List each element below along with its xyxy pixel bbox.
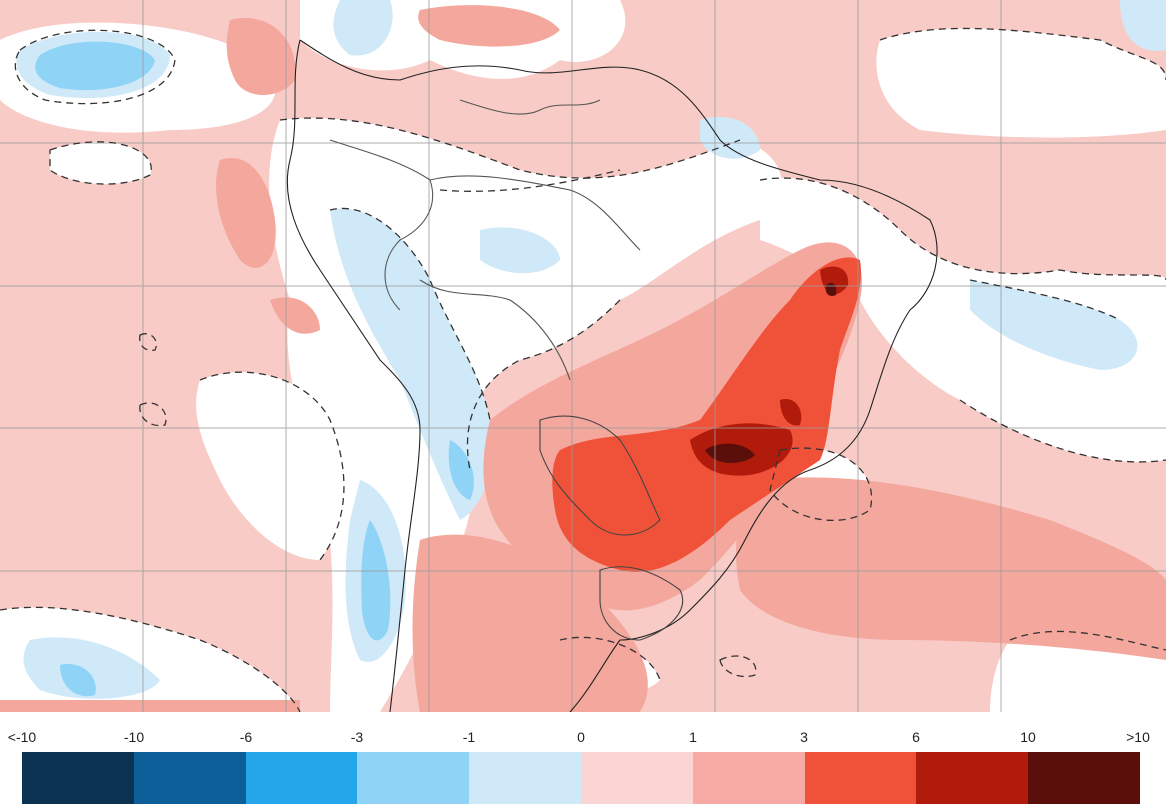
- grid-lines: [0, 0, 1166, 712]
- colorbar-swatch: [357, 752, 470, 804]
- dashed-contours: [0, 27, 1166, 712]
- color-legend: <-10 -10 -6 -3 -1 0 1 3 6 10 >10: [0, 712, 1166, 807]
- legend-tick-label: >10: [1126, 729, 1150, 745]
- colorbar-swatch: [245, 752, 358, 804]
- colorbar-swatch: [804, 752, 917, 804]
- colorbar-swatch: [133, 752, 246, 804]
- legend-tick-label: <-10: [7, 729, 37, 745]
- colorbar-swatch: [580, 752, 693, 804]
- legend-tick-label: -3: [350, 729, 364, 745]
- legend-tick-label: 6: [912, 729, 920, 745]
- colorbar-swatch: [1028, 752, 1140, 804]
- colorbar-swatch: [692, 752, 805, 804]
- legend-tick-label: -6: [239, 729, 253, 745]
- legend-tick-label: -10: [123, 729, 145, 745]
- moderate-negative-regions: [35, 41, 474, 697]
- legend-tick-label: -1: [462, 729, 476, 745]
- strong-positive-regions: [552, 257, 861, 572]
- colorbar-swatch: [22, 752, 134, 804]
- legend-tick-label: 10: [1020, 729, 1036, 745]
- colorbar-swatch: [916, 752, 1029, 804]
- coastlines-and-borders: [286, 39, 938, 712]
- anomaly-map: [0, 0, 1166, 712]
- colorbar: [22, 752, 1140, 804]
- legend-tick-label: 1: [689, 729, 697, 745]
- legend-tick-label: 3: [800, 729, 808, 745]
- colorbar-swatch: [469, 752, 581, 804]
- legend-tick-label: 0: [577, 729, 585, 745]
